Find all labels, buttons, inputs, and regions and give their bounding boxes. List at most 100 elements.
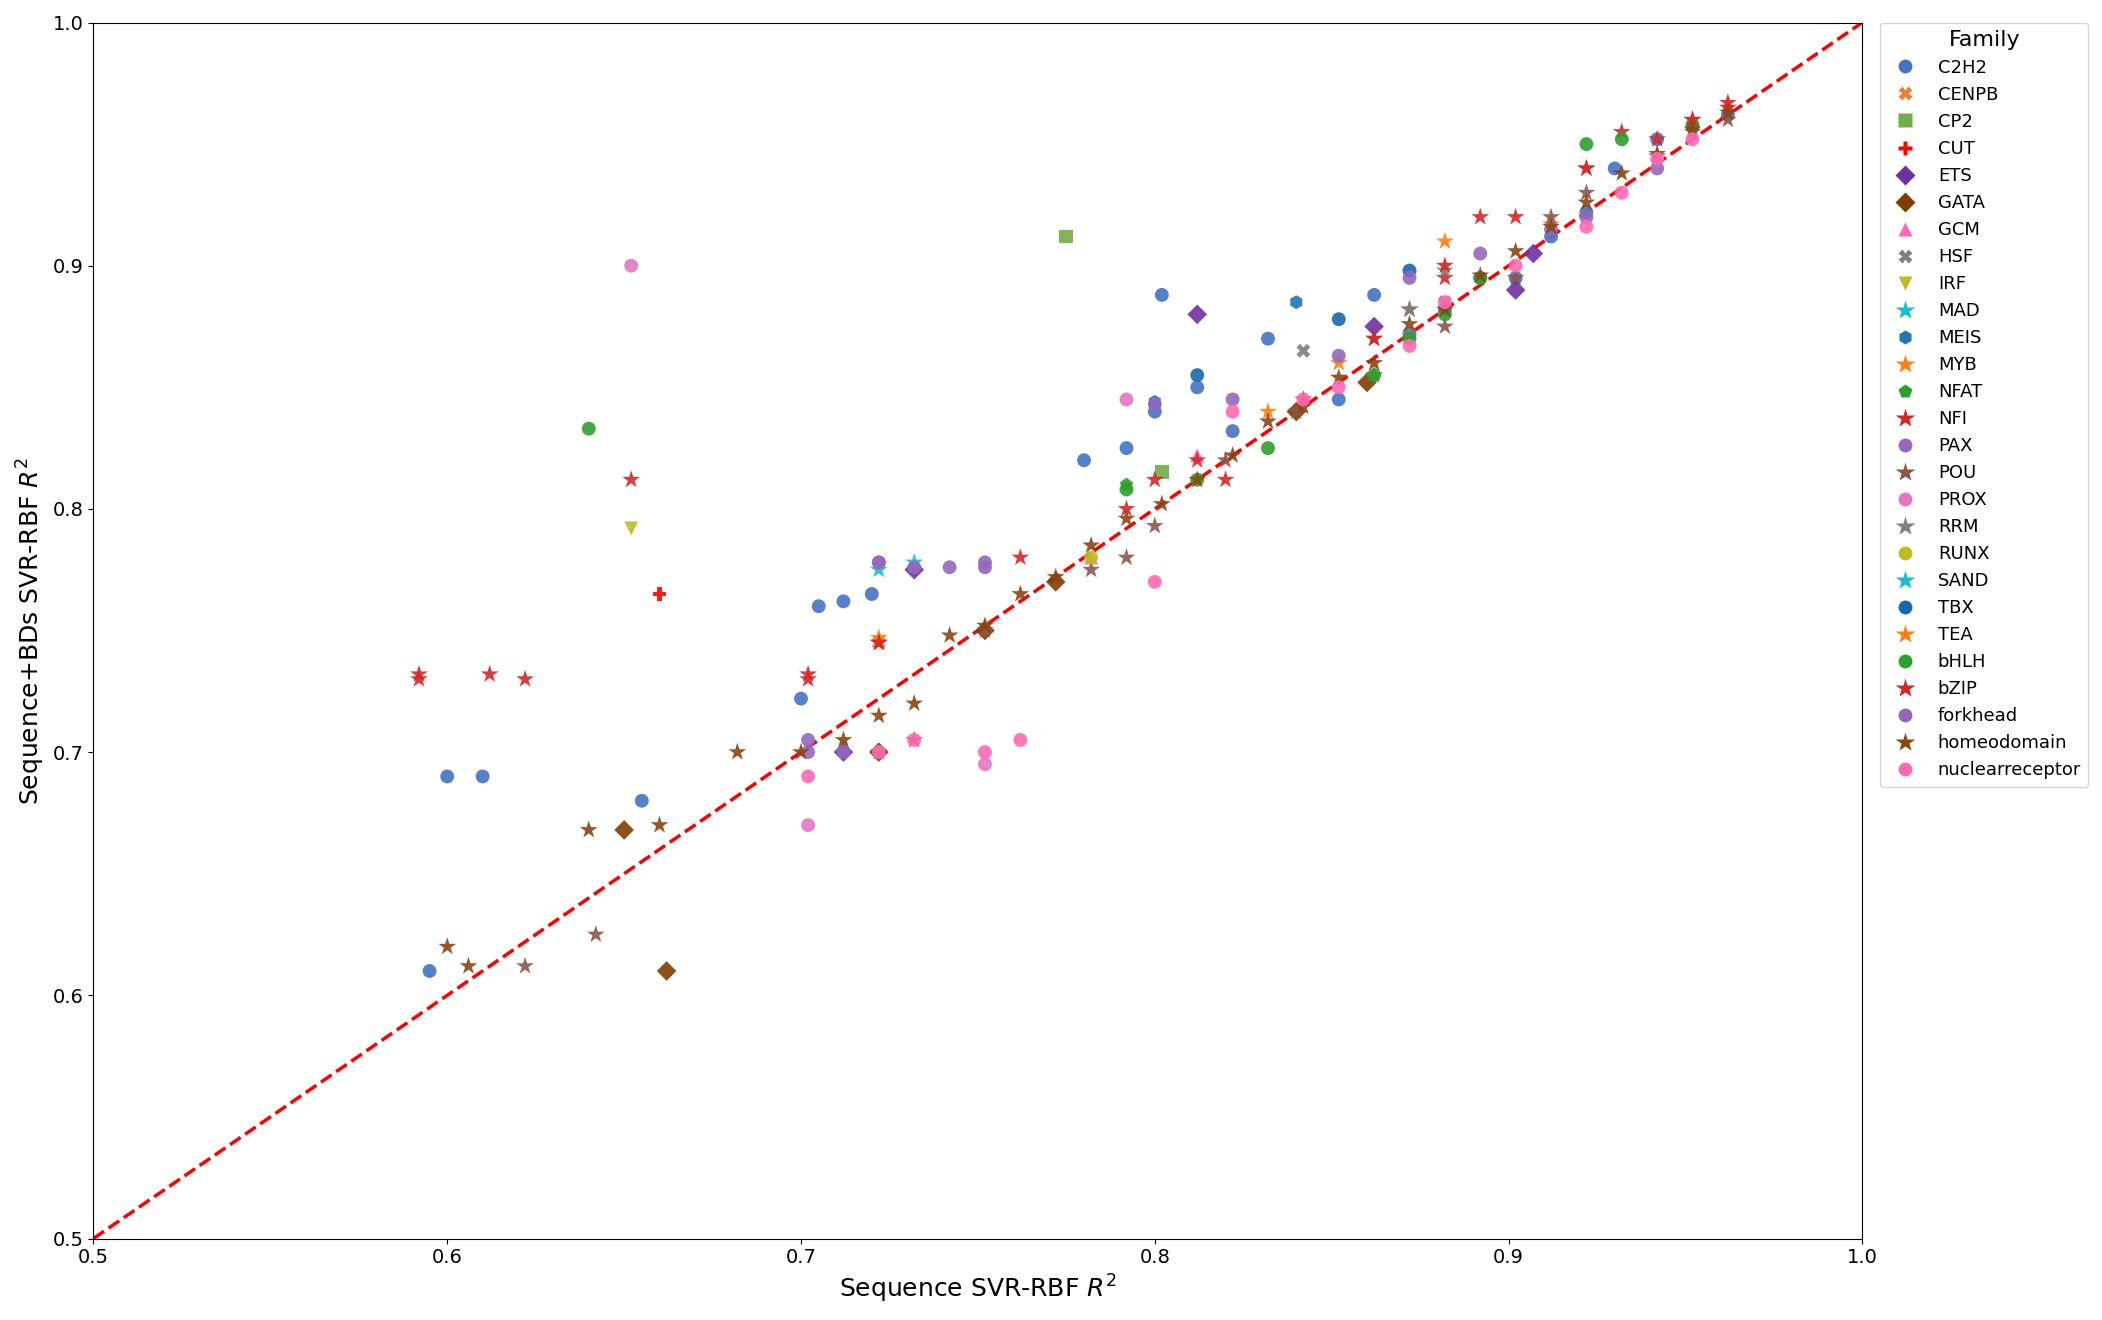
homeodomain — [1074, 535, 1108, 556]
POU — [862, 742, 895, 763]
GATA — [969, 620, 1003, 642]
forkhead — [862, 552, 895, 573]
PROX — [614, 255, 647, 276]
forkhead — [826, 742, 860, 763]
NFI — [1394, 298, 1427, 319]
homeodomain — [1358, 352, 1392, 374]
C2H2 — [1463, 268, 1497, 289]
forkhead — [1215, 389, 1249, 411]
CP2 — [1146, 462, 1179, 483]
bZIP — [1675, 110, 1709, 131]
C2H2 — [1358, 284, 1392, 305]
C2H2 — [467, 766, 500, 787]
homeodomain — [826, 730, 860, 751]
C2H2 — [624, 791, 658, 812]
homeodomain — [1181, 469, 1215, 490]
homeodomain — [1570, 191, 1604, 213]
bHLH — [1110, 479, 1143, 500]
POU — [969, 620, 1003, 642]
CENPB — [862, 632, 895, 653]
bHLH — [1394, 329, 1427, 350]
POU — [509, 956, 542, 977]
bZIP — [509, 669, 542, 690]
NFI — [1427, 268, 1461, 289]
MYB — [1251, 401, 1284, 422]
homeodomain — [1322, 367, 1356, 388]
GCM — [1181, 445, 1215, 466]
GATA — [1038, 572, 1072, 593]
forkhead — [1463, 243, 1497, 264]
homeodomain — [933, 624, 967, 645]
NFI — [1570, 158, 1604, 180]
NFI — [1499, 206, 1532, 227]
bZIP — [1570, 158, 1604, 180]
POU — [1110, 546, 1143, 568]
homeodomain — [1606, 162, 1640, 183]
bHLH — [1358, 364, 1392, 385]
C2H2 — [1499, 268, 1532, 289]
ETS — [898, 560, 931, 581]
bZIP — [1003, 546, 1036, 568]
TBX — [1394, 260, 1427, 281]
GATA — [862, 742, 895, 763]
C2H2 — [1322, 389, 1356, 411]
forkhead — [1640, 158, 1673, 180]
homeodomain — [1711, 102, 1745, 123]
IRF — [614, 517, 647, 539]
homeodomain — [969, 615, 1003, 636]
forkhead — [969, 557, 1003, 578]
HSF — [1394, 323, 1427, 345]
bZIP — [1463, 206, 1497, 227]
C2H2 — [1137, 401, 1171, 422]
nuclearreceptor — [1286, 389, 1320, 411]
POU — [1640, 145, 1673, 166]
homeodomain — [1394, 314, 1427, 335]
homeodomain — [1146, 494, 1179, 515]
C2H2 — [856, 583, 889, 605]
bHLH — [1427, 304, 1461, 325]
C2H2 — [1215, 421, 1249, 442]
bZIP — [1640, 128, 1673, 149]
NFI — [614, 469, 647, 490]
C2H2 — [1394, 323, 1427, 345]
bHLH — [572, 418, 605, 440]
NFI — [1711, 92, 1745, 114]
C2H2 — [431, 766, 465, 787]
GATA — [1349, 372, 1383, 393]
forkhead — [1570, 206, 1604, 227]
MAD — [862, 560, 895, 581]
forkhead — [790, 730, 824, 751]
RRM — [1394, 298, 1427, 319]
NFI — [401, 664, 435, 685]
C2H2 — [1598, 158, 1631, 180]
homeodomain — [572, 820, 605, 841]
PROX — [1110, 389, 1143, 411]
nuclearreceptor — [790, 766, 824, 787]
ETS — [1358, 315, 1392, 337]
bZIP — [862, 632, 895, 653]
POU — [898, 730, 931, 751]
bHLH — [1675, 114, 1709, 135]
homeodomain — [431, 936, 465, 957]
homeodomain — [1427, 298, 1461, 319]
C2H2 — [1570, 202, 1604, 223]
homeodomain — [1110, 508, 1143, 529]
PAX — [1137, 393, 1171, 414]
NFI — [1675, 110, 1709, 131]
PROX — [790, 814, 824, 836]
MYB — [1534, 214, 1568, 235]
TBX — [1322, 309, 1356, 330]
POU — [1499, 268, 1532, 289]
nuclearreceptor — [1137, 572, 1171, 593]
nuclearreceptor — [1322, 376, 1356, 397]
homeodomain — [1534, 216, 1568, 238]
C2H2 — [1711, 104, 1745, 125]
forkhead — [1394, 268, 1427, 289]
nuclearreceptor — [898, 730, 931, 751]
homeodomain — [643, 814, 677, 836]
forkhead — [933, 557, 967, 578]
TBX — [1181, 364, 1215, 385]
bZIP — [1286, 389, 1320, 411]
bZIP — [790, 669, 824, 690]
NFI — [862, 632, 895, 653]
